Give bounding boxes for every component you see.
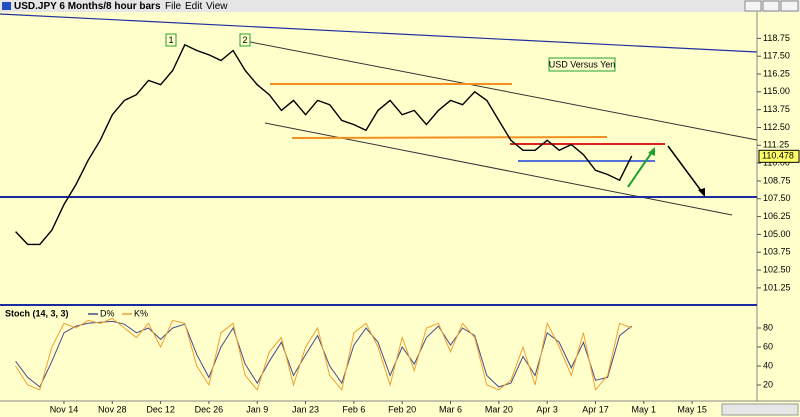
menu-item[interactable]: Edit (185, 1, 202, 12)
y-tick-label: 113.75 (763, 104, 790, 114)
y-tick-label: 117.50 (763, 51, 790, 61)
window-buttons (744, 0, 799, 12)
x-tick-label: Jan 23 (292, 404, 319, 414)
y-tick-label: 107.50 (763, 193, 791, 203)
annotation-box (239, 33, 251, 47)
trend-line (0, 13, 758, 53)
x-tick-label: Feb 6 (342, 404, 365, 414)
annotation: 1 (168, 35, 173, 45)
support-line (291, 136, 608, 139)
series-line (15, 43, 633, 246)
arrow (667, 145, 703, 193)
trend-lines (0, 13, 758, 216)
y-tick-label: 80 (763, 322, 773, 332)
y-tick-label: 103.75 (763, 247, 791, 257)
x-tick-label: Nov 28 (98, 404, 127, 414)
window-title: USD.JPY 6 Months/8 hour bars (14, 1, 161, 12)
y-tick-label: 115.00 (763, 86, 790, 96)
y-tick-label: 101.25 (763, 282, 791, 292)
x-tick-label: Dec 26 (195, 404, 224, 414)
y-tick-label: 118.75 (763, 33, 790, 43)
y-tick-label: 102.50 (763, 264, 791, 274)
arrow-head (698, 188, 705, 197)
annotation: 2 (242, 35, 247, 45)
y-tick-label: 20 (763, 379, 773, 389)
x-tick-label: Dec 12 (146, 404, 175, 414)
x-tick-label: Apr 17 (582, 404, 609, 414)
y-tick-label: 108.75 (763, 175, 791, 185)
x-tick-label: Apr 3 (536, 404, 558, 414)
series-line (15, 317, 632, 391)
legend-label: K% (134, 308, 148, 318)
y-tick-label: 60 (763, 341, 773, 351)
y-tick-label: 105.00 (763, 229, 791, 239)
indicator-title: Stoch (14, 3, 3) (5, 308, 69, 318)
menu-item[interactable]: View (206, 1, 228, 12)
y-tick-label: 40 (763, 360, 773, 370)
menu-item[interactable]: File (165, 1, 182, 12)
y-tick-label: 106.25 (763, 211, 791, 221)
y-tick-label: 112.50 (763, 122, 790, 132)
x-tick-label: May 15 (677, 404, 707, 414)
annotation: USD Versus Yen (549, 59, 616, 69)
minimize-button[interactable] (744, 0, 762, 12)
price-tag-label: 110.478 (762, 151, 794, 161)
annotation-box (165, 33, 177, 47)
title-bar (0, 0, 800, 12)
maximize-button[interactable] (762, 0, 780, 12)
app-icon (2, 2, 11, 10)
arrow (627, 151, 653, 188)
x-tick-label: Mar 6 (439, 404, 462, 414)
arrow-head (648, 147, 655, 156)
price-tag (758, 149, 800, 163)
annotation-box (548, 57, 616, 72)
y-tick-label: 116.25 (763, 68, 790, 78)
legend-label: D% (100, 308, 115, 318)
x-tick-label: Nov 14 (50, 404, 79, 414)
x-tick-label: Jan 9 (246, 404, 268, 414)
x-tick-label: Mar 20 (485, 404, 513, 414)
close-button[interactable] (780, 0, 799, 12)
y-tick-label: 111.25 (763, 140, 789, 150)
scrollbar[interactable] (721, 403, 799, 416)
x-tick-label: May 1 (632, 404, 657, 414)
x-tick-label: Feb 20 (388, 404, 416, 414)
trend-line (239, 39, 758, 141)
